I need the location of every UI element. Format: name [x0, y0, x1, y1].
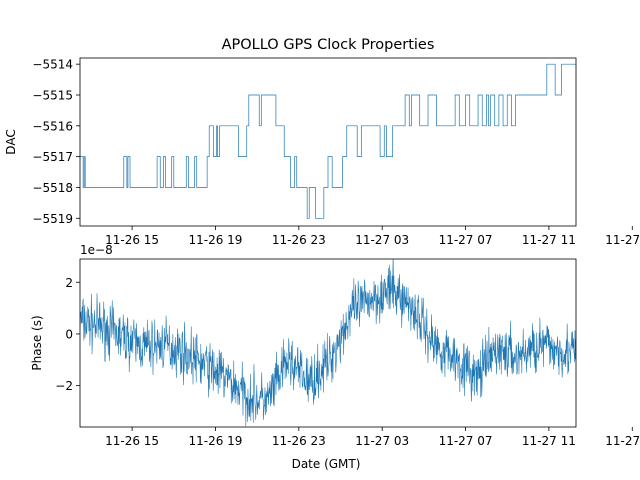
y-tick-label: −5515: [32, 88, 73, 102]
phase-series-line: [80, 259, 576, 427]
x-tick-label: 11-27 07: [439, 434, 493, 448]
dac-plot-area: [80, 63, 576, 219]
phase-axis-ticks: 11-26 15 11-26 19 11-26 23 11-27 03 11-27 07…: [55, 276, 640, 448]
dac-axes-frame: [79, 57, 577, 227]
x-tick-label: 11-26 19: [188, 434, 242, 448]
x-tick-label: 11-27 15: [605, 434, 640, 448]
x-tick-label: 11-27 15: [605, 233, 640, 247]
x-tick-label: 11-27 11: [522, 434, 576, 448]
phase-plot-area: [80, 259, 576, 427]
chart-title: APOLLO GPS Clock Properties: [222, 37, 435, 53]
x-tick-label: 11-27 11: [522, 233, 576, 247]
y-tick-label: −5516: [32, 119, 73, 133]
dac-series-line: [80, 63, 576, 219]
dac-panel: APOLLO GPS Clock Properties 11-26 15 11-2…: [4, 37, 640, 247]
x-tick-label: 11-26 19: [188, 233, 242, 247]
x-tick-label: 11-26 23: [272, 434, 326, 448]
x-tick-label: 11-27 03: [355, 233, 409, 247]
x-tick-label: 11-26 23: [272, 233, 326, 247]
phase-y-axis-label: Phase (s): [30, 315, 44, 370]
x-tick-label: 11-26 15: [105, 434, 159, 448]
phase-panel: 1e−8 11-26 15 11-26 19 11-26 23 11-27 03 11-…: [30, 243, 640, 471]
dac-axis-ticks: 11-26 15 11-26 19 11-26 23 11-27 03 11-27 07…: [32, 58, 640, 247]
x-tick-label: 11-26 15: [105, 233, 159, 247]
y-tick-label: −5519: [32, 212, 73, 226]
y-tick-label: −5517: [32, 150, 73, 164]
y-tick-label: −5514: [32, 58, 73, 72]
x-axis-label: Date (GMT): [292, 457, 361, 471]
x-tick-label: 11-27 03: [355, 434, 409, 448]
y-tick-label: −2: [55, 379, 73, 393]
x-tick-label: 11-27 07: [439, 233, 493, 247]
phase-offset-label: 1e−8: [80, 243, 113, 257]
y-tick-label: 2: [65, 276, 73, 290]
y-tick-label: −5518: [32, 181, 73, 195]
dac-y-axis-label: DAC: [4, 129, 18, 154]
y-tick-label: 0: [65, 327, 73, 341]
phase-axes-frame: [79, 258, 577, 428]
